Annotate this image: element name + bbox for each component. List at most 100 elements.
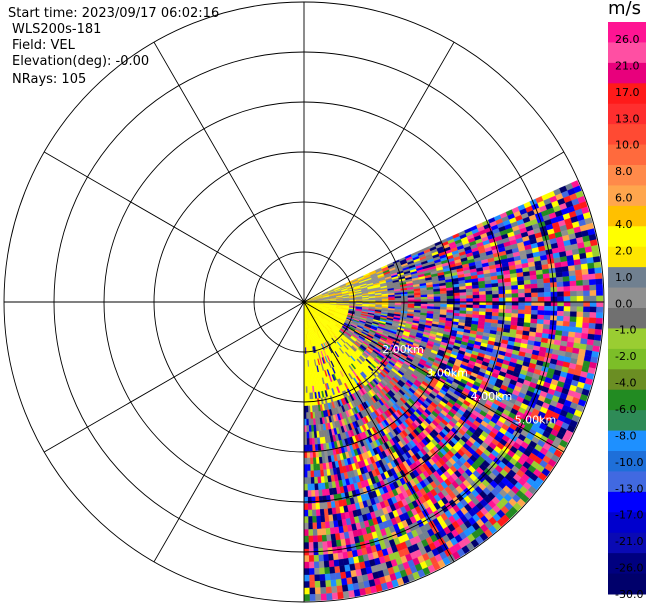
velocity-gate — [510, 281, 519, 286]
velocity-gate — [530, 279, 538, 285]
velocity-gate — [427, 296, 435, 300]
velocity-gate — [524, 297, 532, 302]
velocity-gate — [446, 293, 454, 297]
velocity-gate — [568, 326, 576, 333]
velocity-gate — [335, 578, 342, 587]
velocity-gate — [313, 561, 320, 569]
velocity-gate — [472, 288, 480, 293]
velocity-gate — [308, 555, 315, 563]
velocity-gate — [556, 310, 564, 317]
velocity-gate — [498, 308, 506, 314]
colorbar-tick-label: -6.0 — [615, 403, 636, 416]
velocity-gate — [524, 284, 532, 290]
velocity-gate — [388, 298, 396, 301]
velocity-gate — [303, 509, 309, 517]
velocity-gate — [314, 496, 320, 504]
velocity-gate — [313, 463, 317, 471]
velocity-gate — [310, 470, 315, 478]
velocity-gate — [459, 307, 467, 312]
velocity-gate — [325, 534, 332, 542]
colorbar-tick-label: 4.0 — [615, 218, 633, 231]
velocity-gate — [305, 386, 308, 394]
velocity-gate — [309, 574, 315, 582]
velocity-gate — [305, 373, 308, 381]
velocity-gate — [314, 593, 322, 601]
colorbar-tick-label: 13.0 — [615, 112, 640, 125]
velocity-gate — [582, 285, 590, 292]
velocity-gate — [306, 438, 310, 446]
velocity-gate — [306, 457, 311, 465]
velocity-gate — [312, 528, 318, 536]
velocity-gate — [325, 593, 333, 601]
velocity-gate — [303, 477, 308, 485]
velocity-gate — [308, 561, 315, 569]
velocity-gate — [407, 297, 415, 300]
velocity-gate — [433, 296, 441, 300]
velocity-gate — [318, 567, 325, 575]
velocity-gate — [511, 289, 519, 294]
velocity-gate — [313, 470, 318, 478]
velocity-gate — [324, 521, 330, 529]
velocity-gate — [312, 541, 319, 549]
velocity-gate — [325, 580, 332, 588]
colorbar-tick-label: 26.0 — [615, 33, 640, 46]
velocity-gate — [327, 553, 334, 561]
velocity-gate — [524, 309, 532, 315]
velocity-gate — [557, 291, 565, 297]
velocity-gate — [537, 292, 545, 298]
velocity-field — [303, 180, 604, 602]
colorbar-tick-label: -10.0 — [615, 456, 643, 469]
velocity-gate — [427, 299, 435, 302]
range-label: 5.00km — [515, 413, 557, 426]
colorbar-tick-label: -17.0 — [615, 509, 643, 522]
velocity-gate — [589, 317, 597, 324]
velocity-gate — [592, 250, 600, 258]
velocity-gate — [531, 305, 539, 311]
velocity-gate — [308, 529, 314, 537]
velocity-gate — [472, 291, 480, 296]
elevation-label: Elevation(deg): -0.00 — [12, 54, 150, 69]
velocity-gate — [319, 502, 324, 510]
velocity-gate — [596, 306, 604, 313]
velocity-gate — [342, 590, 350, 599]
velocity-gate — [594, 267, 602, 274]
velocity-gate — [309, 587, 316, 595]
velocity-gate — [334, 572, 342, 580]
velocity-gate — [561, 330, 569, 337]
velocity-gate — [563, 291, 571, 297]
velocity-gate — [321, 534, 327, 542]
velocity-gate — [414, 303, 422, 307]
velocity-gate — [309, 581, 315, 589]
velocity-gate — [504, 281, 512, 287]
velocity-gate — [420, 299, 428, 302]
velocity-gate — [307, 490, 312, 498]
velocity-gate — [563, 306, 571, 312]
velocity-gate — [303, 503, 309, 511]
velocity-gate — [319, 580, 326, 588]
velocity-gate — [323, 554, 329, 562]
velocity-gate — [307, 503, 313, 511]
velocity-gate — [576, 306, 584, 313]
velocity-gate — [511, 313, 519, 318]
velocity-gate — [585, 251, 594, 259]
velocity-gate — [307, 516, 313, 524]
velocity-gate — [414, 299, 422, 302]
velocity-gate — [589, 295, 597, 302]
velocity-gate — [303, 496, 308, 504]
velocity-gate — [318, 495, 324, 504]
velocity-gate — [314, 574, 321, 582]
velocity-gate — [537, 314, 545, 320]
velocity-gate — [561, 266, 569, 273]
colorbar-tick-label: -21.0 — [615, 535, 643, 548]
radar-name-label: WLS200s-181 — [12, 22, 102, 37]
velocity-gate — [303, 483, 308, 491]
colorbar-tick-label: 2.0 — [615, 244, 633, 257]
velocity-gate — [498, 286, 506, 291]
velocity-gate — [562, 271, 570, 278]
velocity-gate — [331, 592, 339, 600]
velocity-gate — [316, 522, 322, 530]
velocity-gate — [596, 295, 604, 302]
velocity-gate — [504, 277, 512, 283]
velocity-gate — [314, 580, 321, 588]
velocity-gate — [433, 304, 441, 308]
